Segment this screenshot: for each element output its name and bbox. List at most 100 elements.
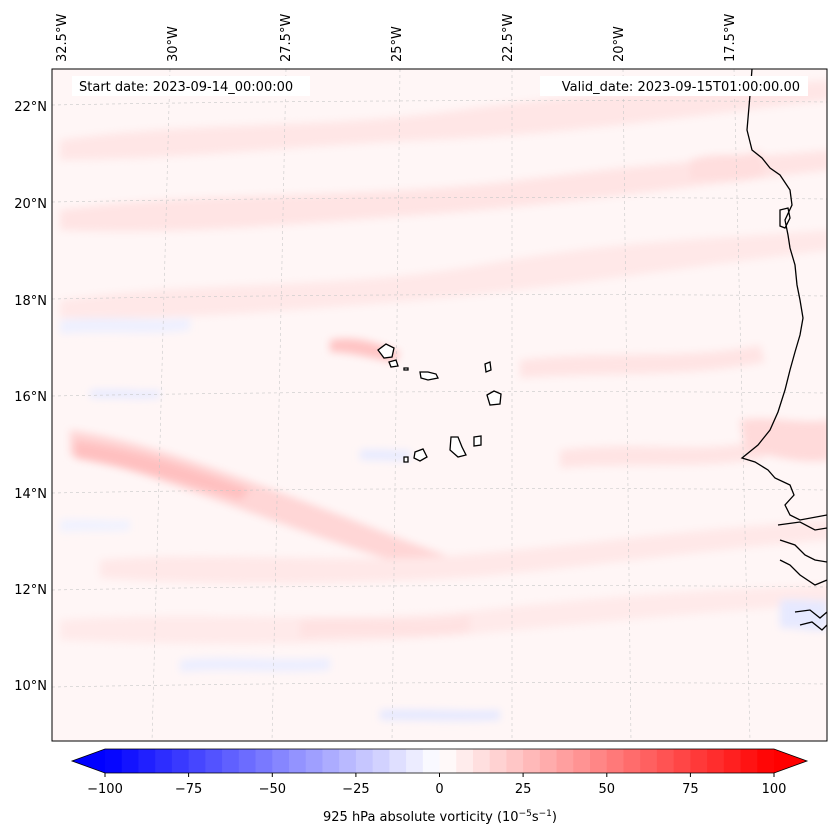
colorbar-segment xyxy=(272,749,290,773)
colorbar-segment xyxy=(439,749,457,773)
island-sao-nicolau xyxy=(419,371,439,381)
lat-label-16: 16°N xyxy=(14,390,47,405)
parallel-10 xyxy=(52,682,827,688)
colorbar-segment xyxy=(707,749,725,773)
lon-label-25: 25°W xyxy=(390,26,405,62)
colorbar-segment xyxy=(422,749,441,773)
colorbar-ticks xyxy=(104,773,775,777)
island-boa-vista xyxy=(486,390,502,406)
island-maio xyxy=(473,435,482,447)
vorticity-contours xyxy=(60,80,827,721)
cb-tick-label: 50 xyxy=(599,782,616,797)
coastlines xyxy=(740,69,827,631)
island-santiago xyxy=(449,436,467,458)
colorbar-segment xyxy=(573,749,591,773)
colorbar-segment xyxy=(238,749,257,773)
vorticity-field xyxy=(60,80,827,721)
parallel-16 xyxy=(52,391,827,397)
meridian-25 xyxy=(391,69,401,741)
colorbar-segment xyxy=(222,749,240,773)
colorbar-segment xyxy=(656,749,675,773)
meridian-27-5 xyxy=(271,69,287,741)
lat-label-22: 22°N xyxy=(14,100,47,115)
lat-label-20: 20°N xyxy=(14,197,47,212)
colorbar-segment xyxy=(456,749,474,773)
island-santo-antao xyxy=(377,343,395,359)
parallel-18 xyxy=(52,294,827,300)
colorbar-segment xyxy=(288,749,307,773)
parallel-20 xyxy=(52,197,827,203)
map-frame xyxy=(51,68,828,742)
colorbar-segment xyxy=(623,749,641,773)
cb-tick-label: 25 xyxy=(515,782,532,797)
colorbar-tick-labels: −100 −75 −50 −25 0 25 50 75 100 xyxy=(87,782,786,797)
lat-label-10: 10°N xyxy=(14,679,47,694)
colorbar-segment xyxy=(171,749,190,773)
colorbar-segment xyxy=(489,749,508,773)
lon-label-32-5: 32.5°W xyxy=(55,14,70,62)
cb-tick-label: 0 xyxy=(435,782,443,797)
meridian-20 xyxy=(622,69,632,741)
gridlines xyxy=(30,69,827,741)
island-sao-vicente xyxy=(388,359,399,368)
parallel-14 xyxy=(52,488,827,494)
cb-tick-label: 75 xyxy=(682,782,699,797)
lon-label-22-5: 22.5°W xyxy=(501,14,516,62)
colorbar-segment xyxy=(590,749,608,773)
lat-label-14: 14°N xyxy=(14,487,47,502)
latitude-labels: 22°N 20°N 18°N 16°N 14°N 12°N 10°N xyxy=(14,100,47,694)
cabo-verde-islands xyxy=(377,343,502,463)
lon-label-30: 30°W xyxy=(166,26,181,62)
lat-label-18: 18°N xyxy=(14,294,47,309)
meridian-32-5 xyxy=(30,69,40,741)
lon-label-20: 20°W xyxy=(612,26,627,62)
colorbar-segment xyxy=(539,749,558,773)
cb-tick-label: −50 xyxy=(259,782,286,797)
valid-date-box xyxy=(540,76,808,96)
island-fogo xyxy=(413,448,428,462)
african-coastline xyxy=(740,69,827,521)
cb-tick-label: 100 xyxy=(762,782,787,797)
start-date: Start date: 2023-09-14_00:00:00 xyxy=(79,80,293,95)
colorbar-segment xyxy=(556,749,574,773)
colorbar-segment xyxy=(523,749,541,773)
colorbar-segment xyxy=(690,749,708,773)
colorbar-segment xyxy=(372,749,390,773)
colorbar-segment xyxy=(740,749,758,773)
colorbar-segment xyxy=(155,749,173,773)
lat-label-12: 12°N xyxy=(14,583,47,598)
colorbar-title: 925 hPa absolute vorticity (10−5s−1) xyxy=(323,809,557,825)
colorbar-segment xyxy=(255,749,273,773)
cb-tick-label: −25 xyxy=(342,782,369,797)
guinea-bissau-coast xyxy=(777,521,827,631)
colorbar-segment xyxy=(138,749,156,773)
colorbar-segment xyxy=(339,749,357,773)
colorbar-segment xyxy=(723,749,742,773)
island-santa-luzia xyxy=(403,367,409,371)
map-panel xyxy=(30,68,828,742)
colorbar-segment xyxy=(472,749,491,773)
date-header: Start date: 2023-09-14_00:00:00 Valid_da… xyxy=(72,76,808,96)
colorbar-segment xyxy=(673,749,691,773)
lon-label-27-5: 27.5°W xyxy=(279,14,294,62)
colorbar-segment xyxy=(406,749,424,773)
coast-inlet xyxy=(779,207,791,229)
colorbar-segment xyxy=(105,749,123,773)
longitude-labels: 32.5°W 30°W 27.5°W 25°W 22.5°W 20°W 17.5… xyxy=(55,14,738,62)
island-sal xyxy=(484,361,492,373)
cb-tick-label: −75 xyxy=(175,782,202,797)
colorbar-segment xyxy=(606,749,625,773)
colorbar-segment xyxy=(305,749,324,773)
parallel-12 xyxy=(52,585,827,591)
colorbar-max-extend-arrow xyxy=(774,749,807,773)
colorbar-min-extend-arrow xyxy=(72,749,105,773)
colorbar-segment xyxy=(389,749,407,773)
colorbar-segment xyxy=(355,749,374,773)
cb-tick-label: −100 xyxy=(87,782,123,797)
colorbar-segments xyxy=(105,749,775,773)
lon-label-17-5: 17.5°W xyxy=(723,14,738,62)
colorbar-segment xyxy=(640,749,658,773)
meridian-30 xyxy=(151,69,171,741)
colorbar-segment xyxy=(322,749,340,773)
